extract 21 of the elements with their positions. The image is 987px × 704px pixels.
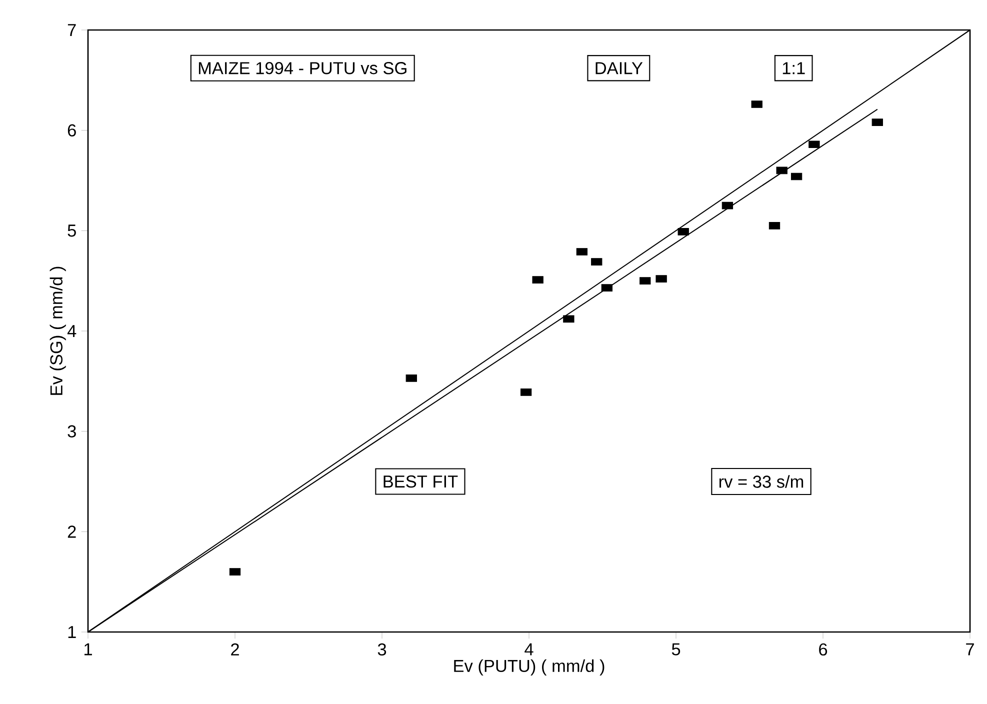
y-tick-label: 5 xyxy=(68,224,76,237)
y-tick-label: 7 xyxy=(68,24,76,36)
annotation: rv = 33 s/m xyxy=(719,475,804,488)
y-tick-label: 6 xyxy=(68,124,76,136)
y-tick-label: 3 xyxy=(68,425,76,438)
text: MAIZE 1994 - PUTU vs SG xyxy=(198,62,406,74)
x-tick-label: 1 xyxy=(84,643,92,656)
x-tick-label: 6 xyxy=(819,643,828,656)
x-tick-label: 7 xyxy=(966,643,974,656)
y-tick-label: 2 xyxy=(68,526,76,538)
x-tick-label: 5 xyxy=(672,643,680,656)
x-tick-label: 4 xyxy=(524,643,534,656)
x-tick-label: 2 xyxy=(231,643,239,656)
annotation: BEST FIT xyxy=(384,475,458,488)
y-tick-label: 4 xyxy=(67,325,76,337)
x-axis-title: Ev (PUTU) ( mm/d ) xyxy=(454,659,604,676)
x-tick-label: 3 xyxy=(378,643,386,656)
y-axis-title: Ev (SG) ( mm/d ) xyxy=(50,266,66,395)
y-tick-label: 1 xyxy=(68,626,76,638)
text: DAILY xyxy=(596,62,643,74)
annotation: 1:1 xyxy=(782,62,805,74)
